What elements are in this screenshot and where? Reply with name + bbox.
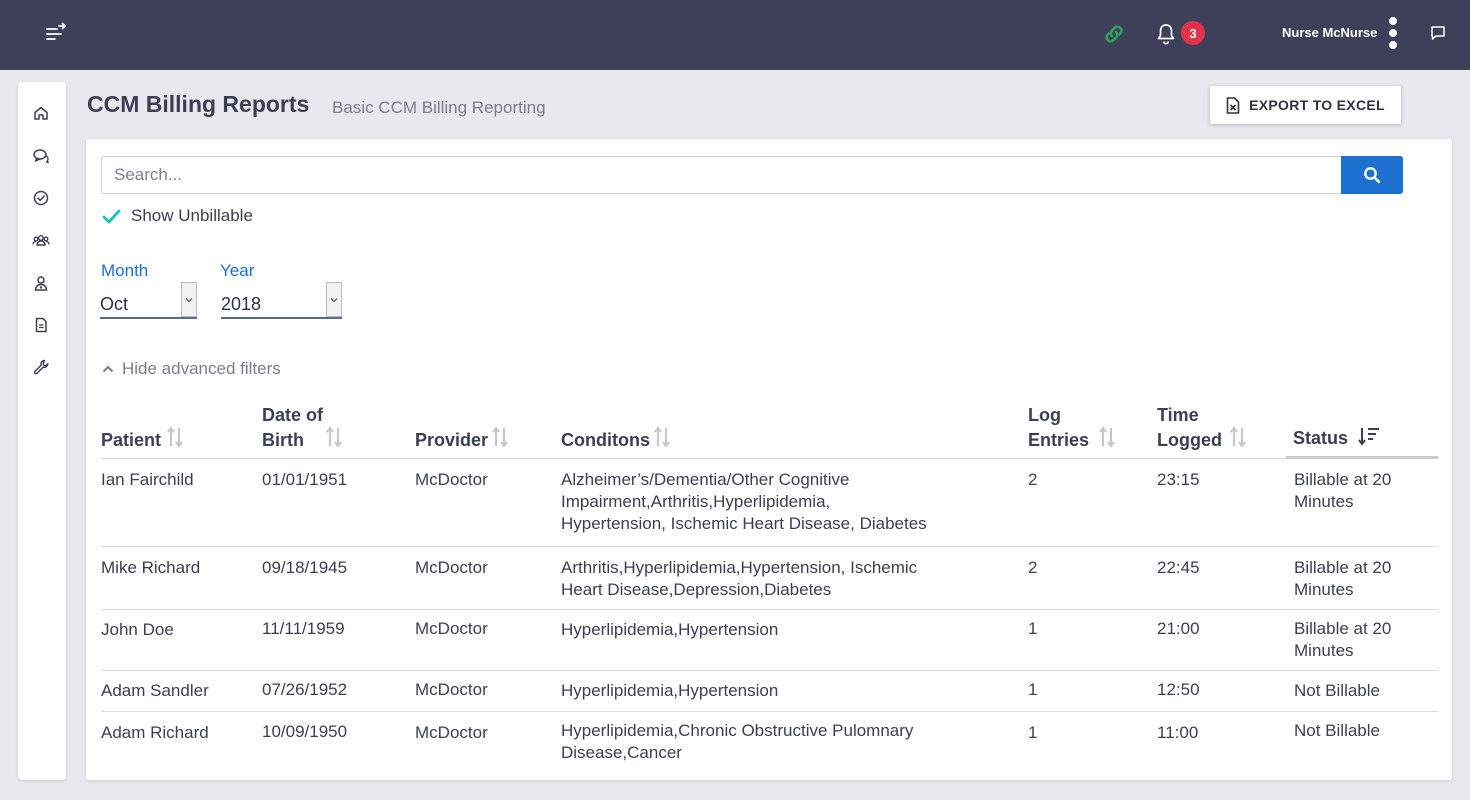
cell-status: Not Billable — [1294, 681, 1380, 700]
cell-dob: 09/18/1945 — [262, 558, 348, 577]
messages-icon[interactable] — [32, 147, 50, 165]
chevron-up-icon — [102, 365, 114, 373]
report-card: Show Unbillable Month Oct Year 2018 Hide… — [86, 139, 1452, 780]
sort-icon — [167, 426, 183, 448]
cell-patient[interactable]: Ian Fairchild — [101, 470, 194, 489]
cell-log-entries: 2 — [1028, 558, 1038, 577]
sort-icon — [1230, 426, 1246, 448]
cell-time-logged: 23:15 — [1157, 470, 1200, 489]
chevron-down-icon — [181, 282, 197, 317]
page-title: CCM Billing Reports — [87, 91, 310, 117]
cell-provider: McDoctor — [415, 680, 488, 699]
cell-log-entries: 1 — [1028, 619, 1038, 638]
column-header-time-logged[interactable]: Time Logged — [1157, 404, 1246, 451]
cell-conditions: Hyperlipidemia,Chronic Obstructive Pulom… — [561, 721, 914, 762]
menu-toggle-icon[interactable] — [44, 22, 68, 42]
reports-icon[interactable] — [32, 316, 50, 334]
cell-dob: 11/11/1959 — [262, 619, 345, 638]
cell-patient[interactable]: Adam Sandler — [101, 681, 209, 700]
year-label: Year — [220, 261, 255, 280]
cell-provider: McDoctor — [415, 619, 488, 638]
month-value: Oct — [100, 294, 129, 314]
tasks-icon[interactable] — [32, 189, 50, 207]
table-header-divider — [101, 458, 1438, 459]
patients-icon[interactable] — [32, 231, 50, 249]
home-icon[interactable] — [32, 104, 50, 122]
row-divider — [101, 670, 1438, 671]
column-header-log-entries[interactable]: Log Entries — [1028, 404, 1115, 451]
cell-conditions: Hyperlipidemia,Hypertension — [561, 681, 779, 700]
top-bar: 3 Nurse McNurse — [0, 0, 1470, 70]
cell-patient[interactable]: John Doe — [101, 620, 174, 639]
year-select[interactable]: 2018 — [221, 282, 342, 319]
page-subtitle: Basic CCM Billing Reporting — [332, 98, 546, 117]
export-label: EXPORT TO EXCEL — [1249, 97, 1385, 113]
cell-time-logged: 21:00 — [1157, 619, 1200, 638]
cell-time-logged: 11:00 — [1157, 723, 1199, 742]
sort-icon — [326, 426, 342, 448]
row-divider — [101, 546, 1438, 547]
cell-status: Billable at 20 Minutes — [1294, 619, 1392, 660]
cell-log-entries: 1 — [1028, 723, 1038, 742]
cell-time-logged: 22:45 — [1157, 558, 1200, 577]
column-header-provider[interactable]: Provider — [415, 426, 508, 451]
more-options-icon[interactable] — [1387, 17, 1399, 51]
cell-status: Billable at 20 Minutes — [1294, 470, 1392, 511]
chevron-down-icon — [326, 282, 342, 317]
column-header-status[interactable]: Status — [1293, 426, 1380, 449]
sort-icon — [1099, 426, 1115, 448]
search-icon — [1364, 167, 1381, 184]
search-button[interactable] — [1341, 156, 1403, 194]
year-value: 2018 — [221, 294, 262, 314]
search-input[interactable] — [101, 156, 1342, 194]
excel-file-icon — [1226, 96, 1240, 114]
export-to-excel-button[interactable]: EXPORT TO EXCEL — [1210, 86, 1401, 124]
link-icon[interactable] — [1102, 22, 1126, 46]
sort-icon — [654, 426, 670, 448]
sort-descending-icon — [1358, 428, 1380, 446]
month-label: Month — [101, 261, 149, 280]
cell-provider: McDoctor — [415, 470, 488, 489]
cell-log-entries: 2 — [1028, 470, 1038, 489]
sidebar — [18, 82, 66, 780]
cell-dob: 10/09/1950 — [262, 722, 348, 741]
cell-conditions: Arthritis,Hyperlipidemia,Hypertension, I… — [561, 558, 918, 599]
cell-conditions: Hyperlipidemia,Hypertension — [561, 620, 779, 639]
cell-dob: 07/26/1952 — [262, 680, 348, 699]
cell-status: Not Billable — [1294, 721, 1380, 740]
cell-patient[interactable]: Adam Richard — [101, 723, 209, 742]
sort-icon — [492, 426, 508, 448]
providers-icon[interactable] — [32, 274, 50, 292]
column-header-patient[interactable]: Patient — [101, 426, 183, 451]
cell-status: Billable at 20 Minutes — [1294, 558, 1392, 599]
checkmark-icon — [102, 209, 121, 223]
active-sort-indicator — [1286, 456, 1438, 459]
cell-patient[interactable]: Mike Richard — [101, 558, 201, 577]
notification-count-badge[interactable]: 3 — [1181, 21, 1205, 45]
cell-provider: McDoctor — [415, 558, 488, 577]
show-unbillable-checkbox[interactable]: Show Unbillable — [102, 206, 253, 226]
cell-dob: 01/01/1951 — [262, 470, 348, 489]
month-select[interactable]: Oct — [100, 282, 197, 319]
row-divider — [101, 711, 1438, 712]
cell-conditions: Alzheimer’s/Dementia/Other Cognitive Impa… — [561, 470, 927, 533]
column-header-conditions[interactable]: Conditons — [561, 426, 670, 451]
cell-log-entries: 1 — [1028, 680, 1038, 699]
row-divider — [101, 609, 1438, 610]
advanced-filters-label: Hide advanced filters — [122, 359, 281, 378]
chat-icon[interactable] — [1430, 25, 1446, 41]
settings-wrench-icon[interactable] — [32, 358, 50, 376]
cell-provider: McDoctor — [415, 723, 488, 742]
notification-bell-icon[interactable] — [1156, 23, 1176, 45]
show-unbillable-label: Show Unbillable — [131, 206, 253, 225]
toggle-advanced-filters[interactable]: Hide advanced filters — [102, 359, 281, 379]
user-name[interactable]: Nurse McNurse — [1282, 25, 1378, 40]
column-header-date-of-birth[interactable]: Date of Birth — [262, 404, 342, 451]
cell-time-logged: 12:50 — [1157, 680, 1200, 699]
